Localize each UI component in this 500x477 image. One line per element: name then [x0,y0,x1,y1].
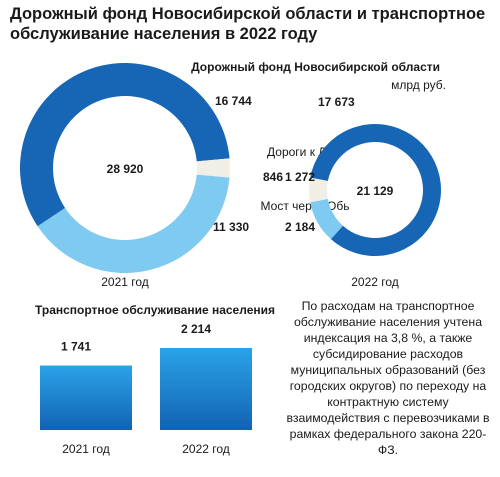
unit-label: млрд руб. [391,78,446,92]
chart-subtitle: Дорожный фонд Новосибирской области [191,60,440,74]
chart-subtitle: Транспортное обслуживание населения [35,303,275,317]
bar [40,365,132,430]
donut-segment [196,158,231,178]
series-label: 2021 год [101,275,149,289]
series-label: 2022 год [351,275,399,289]
donut-segment [20,63,230,227]
x-tick-label: 2021 год [62,442,110,456]
page-title: Дорожный фонд Новосибирской области и тр… [10,5,486,43]
value-label: 2 214 [181,322,211,336]
donut-segment [37,174,230,273]
value-label: 2 184 [285,220,315,234]
total-label: 28 920 [107,162,144,176]
donut-segment [310,199,343,240]
value-label: 1 272 [285,170,315,184]
category-label: Мост через Обь [261,199,350,213]
donut-segment [308,177,328,203]
value-label: 846 [263,170,283,184]
value-label: 16 744 [215,94,252,108]
value-label: 1 741 [61,340,91,354]
value-label: 17 673 [318,95,355,109]
note: По расходам на транспортное обслуживание… [286,299,490,457]
x-tick-label: 2022 год [182,442,230,456]
value-label: 11 330 [213,220,249,234]
bar [160,348,252,430]
total-label: 21 129 [357,184,394,198]
